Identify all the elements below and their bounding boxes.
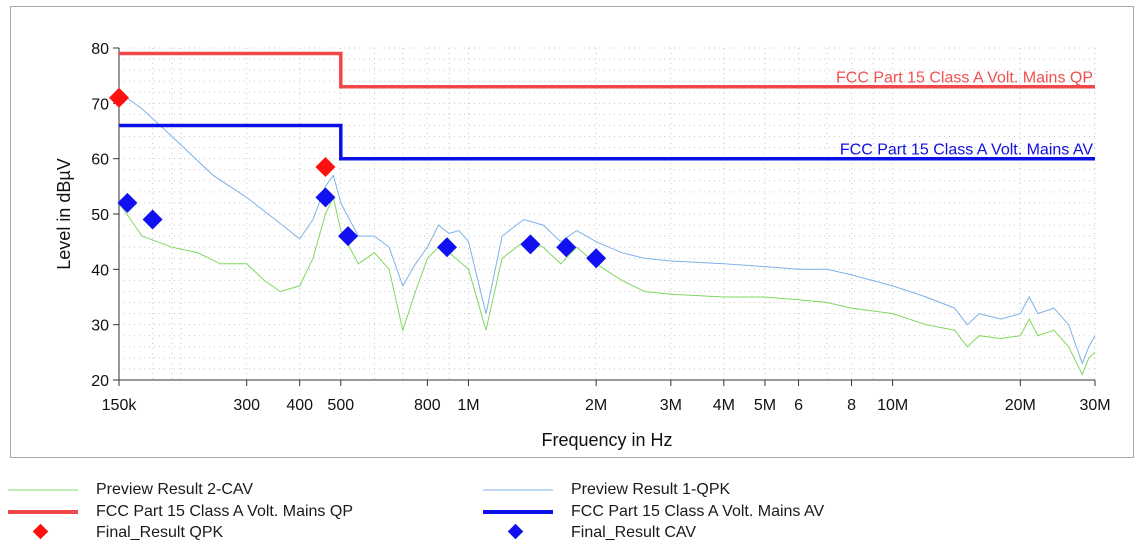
legend-swatch-preview-qpk [483, 480, 553, 500]
final-cav-marker [142, 209, 163, 230]
av-limit-label: FCC Part 15 Class A Volt. Mains AV [840, 142, 1093, 159]
y-tick-label: 20 [91, 373, 109, 390]
x-tick-label: 800 [414, 397, 441, 414]
legend: Preview Result 2-CAV Preview Result 1-QP… [0, 480, 1139, 554]
x-tick-label: 150k [102, 397, 138, 414]
x-tick-label: 300 [233, 397, 260, 414]
series-preview-qpk [118, 91, 1096, 365]
legend-label-qp-limit: FCC Part 15 Class A Volt. Mains QP [96, 503, 353, 520]
y-tick-label: 70 [91, 96, 109, 113]
diamond-icon [32, 523, 49, 540]
x-tick-label: 4M [713, 397, 735, 414]
x-tick-label: 2M [585, 397, 607, 414]
final-cav-marker [315, 187, 336, 208]
x-axis-label: Frequency in Hz [541, 430, 672, 450]
legend-swatch-final-qpk [8, 523, 78, 543]
x-tick-label: 30M [1079, 397, 1110, 414]
legend-label-preview-qpk: Preview Result 1-QPK [571, 481, 731, 498]
final-cav-marker [437, 237, 458, 258]
chart-frame [10, 6, 1134, 458]
legend-label-av-limit: FCC Part 15 Class A Volt. Mains AV [571, 503, 825, 520]
final-cav-marker [556, 237, 577, 258]
legend-item-qp-limit: FCC Part 15 Class A Volt. Mains QP [8, 502, 353, 522]
x-tick-label: 1M [457, 397, 479, 414]
legend-swatch-preview-cav [8, 480, 78, 500]
legend-swatch-av-limit [483, 502, 553, 522]
x-tick-label: 400 [286, 397, 313, 414]
final-qpk-marker [109, 87, 129, 108]
final-cav-marker [520, 234, 541, 255]
x-tick-label: 5M [754, 397, 776, 414]
legend-item-preview-qpk: Preview Result 1-QPK [483, 480, 730, 500]
x-tick-label: 8 [847, 397, 856, 414]
series-av-limit [119, 123, 1095, 161]
diamond-icon [507, 523, 524, 540]
legend-item-av-limit: FCC Part 15 Class A Volt. Mains AV [483, 502, 824, 522]
y-tick-label: 40 [91, 262, 109, 279]
legend-item-final-cav: Final_Result CAV [483, 523, 696, 543]
legend-swatch-final-cav [483, 523, 553, 543]
final-cav-marker [586, 248, 607, 269]
y-tick-label: 50 [91, 207, 109, 224]
legend-label-final-cav: Final_Result CAV [571, 524, 697, 541]
final-cav-marker [338, 226, 359, 247]
y-axis-label: Level in dBµV [54, 158, 74, 269]
qp-limit-label: FCC Part 15 Class A Volt. Mains QP [836, 70, 1093, 87]
legend-item-final-qpk: Final_Result QPK [8, 523, 223, 543]
legend-label-final-qpk: Final_Result QPK [96, 524, 224, 541]
x-tick-label: 3M [660, 397, 682, 414]
legend-item-preview-cav: Preview Result 2-CAV [8, 480, 253, 500]
legend-label-preview-cav: Preview Result 2-CAV [96, 481, 254, 498]
x-tick-label: 500 [327, 397, 354, 414]
emission-chart: 20 30 40 50 60 70 80 150k 300 400 500 800 1M 2M 3M 4M 5M… [54, 41, 1111, 450]
x-tick-label: 10M [877, 397, 908, 414]
legend-swatch-qp-limit [8, 502, 78, 522]
series-qp-limit [119, 51, 1095, 89]
y-tick-label: 30 [91, 318, 109, 335]
x-tick-label: 6 [794, 397, 803, 414]
final-qpk-marker [315, 156, 336, 177]
final-cav-marker [117, 192, 138, 213]
y-tick-label: 80 [91, 41, 109, 58]
series-preview-cav [118, 195, 1096, 376]
y-tick-label: 60 [91, 152, 109, 169]
x-tick-label: 20M [1005, 397, 1036, 414]
